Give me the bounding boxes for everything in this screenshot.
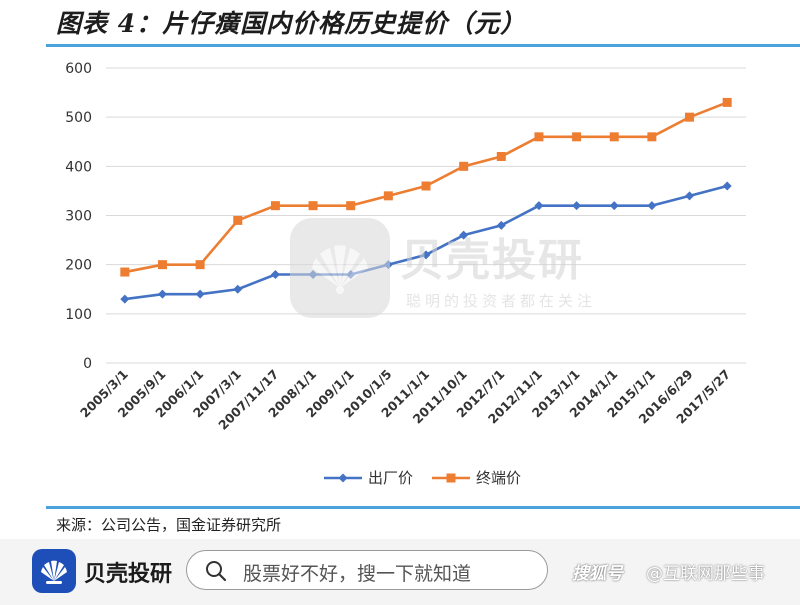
- data-point-diamond: [421, 250, 431, 260]
- data-point-diamond: [233, 284, 243, 294]
- y-tick-label: 400: [65, 159, 92, 175]
- data-point-diamond: [722, 181, 732, 191]
- author-credit: @互联网那些事: [646, 564, 765, 584]
- y-tick-label: 0: [83, 356, 92, 372]
- data-point-square: [647, 132, 657, 142]
- legend-label: 出厂价: [368, 469, 413, 487]
- data-point-square: [346, 201, 356, 211]
- data-point-square: [459, 161, 469, 171]
- data-point-diamond: [120, 294, 130, 304]
- data-point-square: [534, 132, 544, 142]
- data-point-square: [233, 215, 243, 225]
- figure-title: 图表 4：片仔癀国内价格历史提价（元）: [56, 9, 527, 38]
- search-placeholder: 股票好不好，搜一下就知道: [243, 563, 472, 585]
- data-point-square: [496, 152, 506, 161]
- series-line-1: [124, 184, 728, 301]
- data-point-diamond: [308, 270, 318, 279]
- data-point-diamond: [383, 260, 393, 270]
- data-point-diamond: [459, 230, 469, 240]
- data-point-diamond: [647, 201, 657, 211]
- sohu-logo: 搜狐号: [572, 564, 623, 584]
- data-point-square: [383, 191, 393, 201]
- data-point-diamond: [195, 289, 205, 299]
- data-point-square: [195, 260, 205, 270]
- data-point-diamond: [346, 270, 356, 279]
- data-point-square: [609, 132, 619, 142]
- data-point-diamond: [496, 220, 506, 230]
- data-point-square: [572, 132, 582, 142]
- data-point-square: [120, 267, 130, 277]
- y-tick-label: 200: [65, 258, 92, 274]
- y-tick-label: 300: [65, 209, 92, 225]
- data-point-square: [722, 97, 732, 107]
- legend-label: 终端价: [476, 469, 521, 487]
- search-box[interactable]: 股票好不好，搜一下就知道: [186, 550, 548, 590]
- data-point-diamond: [609, 201, 619, 211]
- data-point-square: [421, 181, 431, 191]
- source-rule: [46, 506, 800, 509]
- y-tick-label: 500: [65, 110, 92, 126]
- data-point-square: [308, 201, 318, 211]
- y-tick-label: 100: [65, 307, 92, 323]
- data-point-square: [270, 201, 280, 211]
- source-note: 来源：公司公告，国金证券研究所: [56, 516, 282, 534]
- data-point-square: [685, 112, 695, 122]
- legend-marker: [446, 473, 456, 483]
- chart-area: 0 100 200 300 400 500 600 2005/3/1 2005/9/1 2006/…: [46, 50, 800, 502]
- data-point-diamond: [270, 270, 280, 279]
- price-line-chart: 01002003004005006002005/3/12005/9/12006/…: [65, 61, 746, 487]
- brand-shell-icon[interactable]: [32, 549, 76, 593]
- data-point-diamond: [572, 201, 582, 211]
- data-point-diamond: [157, 289, 167, 299]
- legend-marker: [338, 473, 348, 483]
- search-icon: [206, 561, 227, 582]
- data-point-diamond: [534, 201, 544, 211]
- data-point-diamond: [685, 191, 695, 201]
- title-rule: [46, 44, 800, 47]
- data-point-square: [157, 260, 167, 270]
- footer-bar: 贝壳投研 股票好不好，搜一下就知道 搜狐号 @互联网那些事: [0, 539, 800, 605]
- figure-title-bar: 图表 4：片仔癀国内价格历史提价（元）: [46, 0, 800, 44]
- y-tick-label: 600: [65, 61, 92, 77]
- brand-name[interactable]: 贝壳投研: [84, 562, 173, 587]
